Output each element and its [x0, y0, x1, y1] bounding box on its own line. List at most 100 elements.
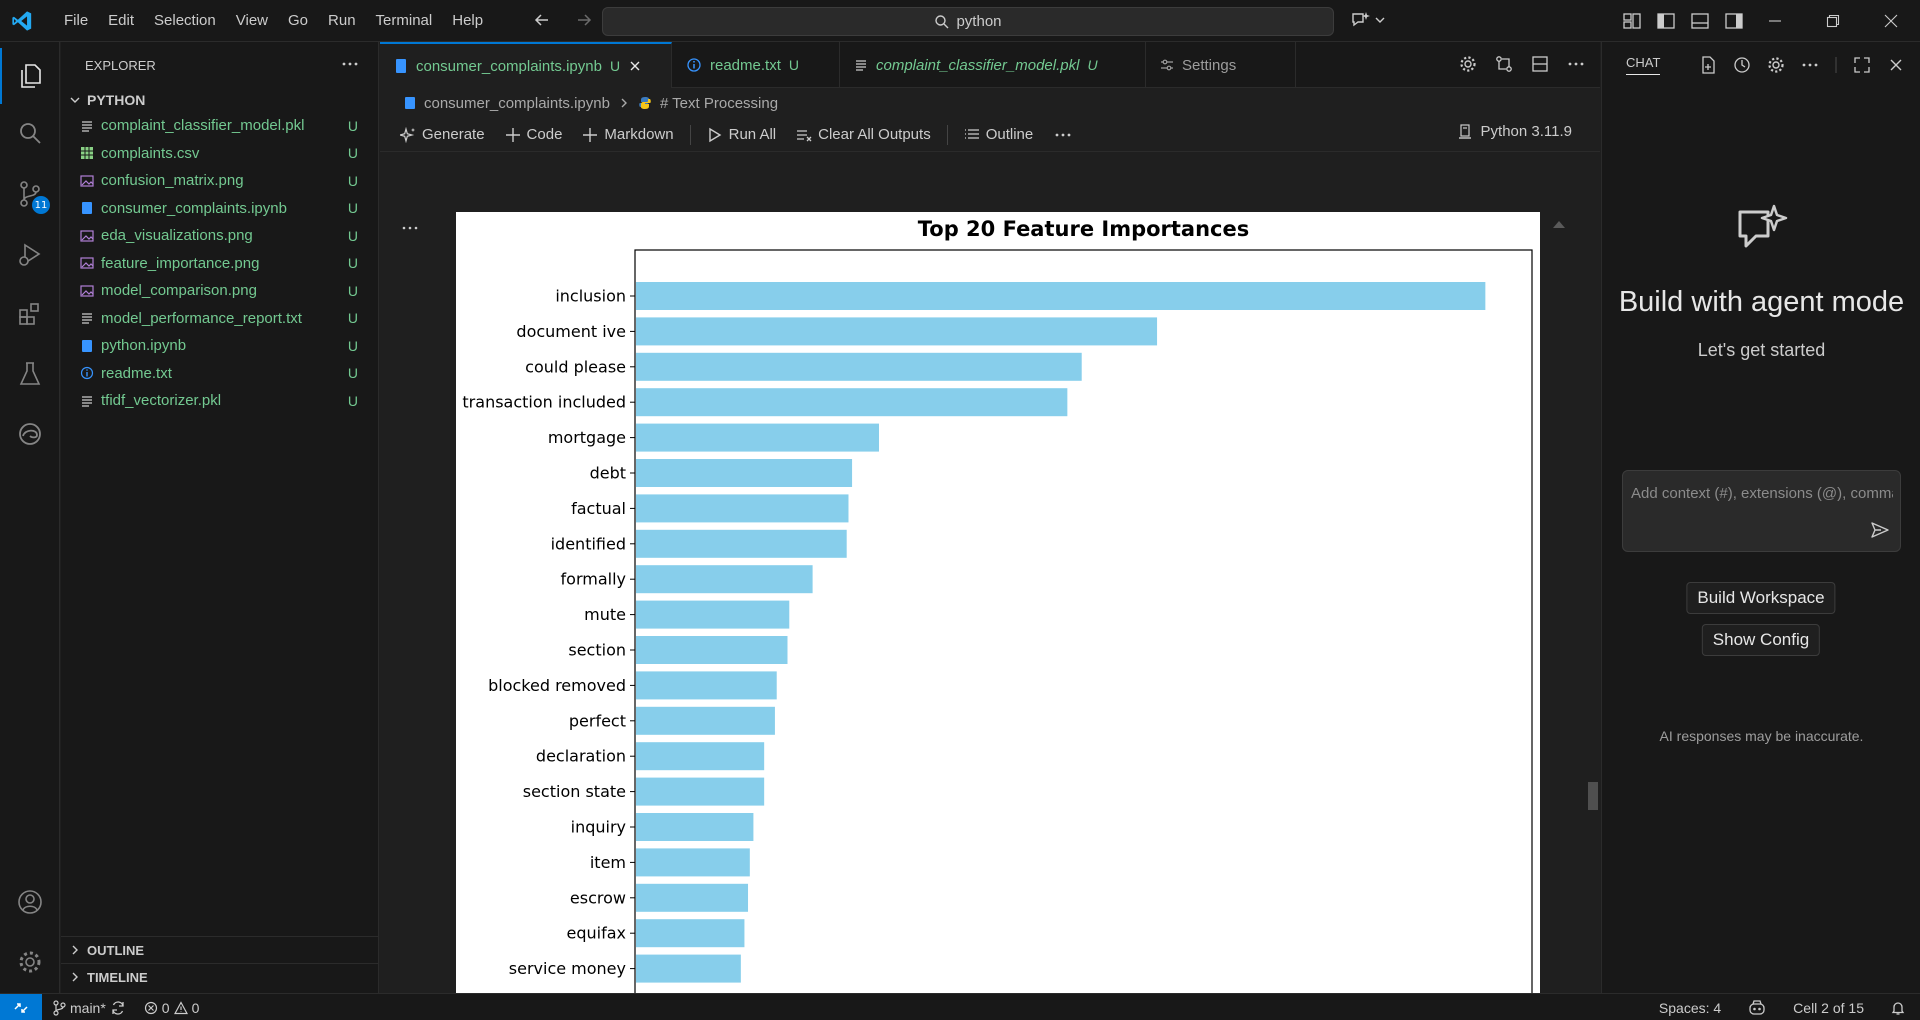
- copilot-status-icon[interactable]: [1747, 999, 1767, 1016]
- remote-icon: [14, 1002, 28, 1013]
- file-item[interactable]: readme.txt U: [61, 360, 378, 388]
- menu-run[interactable]: Run: [328, 12, 356, 29]
- command-center-search[interactable]: python: [602, 7, 1334, 36]
- menu-go[interactable]: Go: [288, 12, 309, 29]
- compare-changes-icon[interactable]: [1494, 54, 1514, 74]
- file-item[interactable]: complaints.csv U: [61, 140, 378, 168]
- editor-actions: [1458, 54, 1586, 74]
- file-item[interactable]: model_performance_report.txt U: [61, 305, 378, 333]
- menu-selection[interactable]: Selection: [154, 12, 216, 29]
- menu-view[interactable]: View: [235, 12, 268, 29]
- breadcrumb-file[interactable]: consumer_complaints.ipynb: [424, 94, 610, 112]
- breadcrumb-section[interactable]: # Text Processing: [659, 94, 779, 112]
- more-actions-icon[interactable]: [1566, 54, 1586, 74]
- close-window-button[interactable]: [1862, 0, 1920, 42]
- editor-area: consumer_complaints.ipynb U readme.txt U…: [380, 42, 1600, 993]
- menu-terminal[interactable]: Terminal: [375, 12, 433, 29]
- activity-source-control[interactable]: 11: [0, 166, 60, 222]
- file-item[interactable]: complaint_classifier_model.pkl U: [61, 112, 378, 140]
- error-count: 0: [161, 999, 170, 1016]
- more-actions-icon[interactable]: [1800, 55, 1820, 75]
- activity-run-debug[interactable]: [0, 226, 60, 282]
- timeline-section[interactable]: TIMELINE: [61, 963, 379, 990]
- generate-button[interactable]: Generate: [392, 122, 493, 148]
- history-icon[interactable]: [1732, 55, 1752, 75]
- restore-button[interactable]: [1804, 0, 1862, 42]
- chart-bar: [636, 848, 750, 877]
- branch-indicator[interactable]: main*: [52, 1000, 126, 1016]
- scroll-up-icon[interactable]: [1552, 218, 1566, 230]
- indentation-indicator[interactable]: Spaces: 4: [1658, 999, 1722, 1016]
- customize-layout-icon[interactable]: [1622, 11, 1642, 31]
- more-actions-icon[interactable]: [340, 54, 360, 74]
- chat-input[interactable]: [1631, 481, 1893, 505]
- menu-help[interactable]: Help: [452, 12, 484, 29]
- outline-section[interactable]: OUTLINE: [61, 936, 379, 963]
- activity-manage[interactable]: [0, 934, 60, 990]
- chart-bar: [636, 423, 879, 452]
- build-workspace-button[interactable]: Build Workspace: [1686, 582, 1836, 614]
- account-icon: [18, 890, 42, 914]
- cell-more-actions-icon[interactable]: [400, 218, 420, 238]
- activity-explorer[interactable]: [0, 48, 60, 104]
- file-name: readme.txt: [101, 364, 172, 382]
- run-all-button[interactable]: Run All: [699, 122, 785, 148]
- y-tick-label: could please: [525, 357, 626, 376]
- tab-readme[interactable]: readme.txt U: [672, 42, 840, 88]
- toggle-panel-icon[interactable]: [1690, 11, 1710, 31]
- run-all-label: Run All: [728, 126, 777, 143]
- bell-icon[interactable]: [1890, 1000, 1906, 1016]
- split-editor-icon[interactable]: [1530, 54, 1550, 74]
- menu-file[interactable]: File: [64, 12, 89, 29]
- kernel-picker[interactable]: Python 3.11.9: [1457, 123, 1572, 140]
- close-icon[interactable]: [628, 59, 642, 73]
- tab-settings[interactable]: Settings: [1146, 42, 1296, 88]
- problems-indicator[interactable]: 0 0: [144, 999, 199, 1016]
- explorer-sidebar: EXPLORER PYTHON complaint_classifier_mod…: [61, 42, 379, 993]
- activity-extensions[interactable]: [0, 286, 60, 342]
- folder-python[interactable]: PYTHON: [61, 88, 378, 112]
- editor-scrollbar-thumb[interactable]: [1588, 782, 1598, 810]
- back-arrow-icon[interactable]: [532, 10, 552, 30]
- menu-edit[interactable]: Edit: [108, 12, 135, 29]
- file-item[interactable]: eda_visualizations.png U: [61, 222, 378, 250]
- toggle-secondary-sidebar-icon[interactable]: [1724, 11, 1744, 31]
- activity-accounts[interactable]: [0, 874, 60, 930]
- remote-indicator[interactable]: [0, 994, 42, 1020]
- file-item[interactable]: confusion_matrix.png U: [61, 167, 378, 195]
- activity-search[interactable]: [0, 106, 60, 162]
- file-item[interactable]: python.ipynb U: [61, 332, 378, 360]
- outline-button[interactable]: Outline: [956, 122, 1042, 148]
- add-code-button[interactable]: Code: [497, 122, 571, 148]
- sync-icon[interactable]: [110, 1000, 126, 1016]
- copilot-menu-button[interactable]: [1350, 10, 1386, 30]
- show-config-button[interactable]: Show Config: [1701, 624, 1821, 656]
- file-lines-icon: [79, 118, 95, 134]
- new-chat-icon[interactable]: [1698, 55, 1718, 75]
- activity-testing[interactable]: [0, 346, 60, 402]
- chat-title[interactable]: CHAT: [1626, 55, 1661, 75]
- toggle-primary-sidebar-icon[interactable]: [1656, 11, 1676, 31]
- chevron-right-icon: [72, 945, 78, 955]
- y-tick-label: item: [590, 853, 626, 872]
- activity-edge-devtools[interactable]: [0, 406, 60, 462]
- file-item[interactable]: feature_importance.png U: [61, 250, 378, 278]
- add-markdown-button[interactable]: Markdown: [574, 122, 681, 148]
- gear-icon[interactable]: [1458, 54, 1478, 74]
- file-item[interactable]: consumer_complaints.ipynb U: [61, 195, 378, 223]
- tab-consumer-complaints[interactable]: consumer_complaints.ipynb U: [380, 42, 672, 88]
- send-icon[interactable]: [1870, 521, 1890, 539]
- toolbar-more-button[interactable]: [1045, 122, 1081, 148]
- gear-icon[interactable]: [1766, 55, 1786, 75]
- maximize-icon[interactable]: [1852, 55, 1872, 75]
- file-item[interactable]: model_comparison.png U: [61, 277, 378, 305]
- forward-arrow-icon[interactable]: [574, 10, 594, 30]
- file-item[interactable]: tfidf_vectorizer.pkl U: [61, 387, 378, 415]
- minimize-button[interactable]: [1746, 0, 1804, 42]
- cell-indicator[interactable]: Cell 2 of 15: [1793, 999, 1864, 1016]
- close-icon[interactable]: [1886, 55, 1906, 75]
- branch-name: main*: [70, 999, 106, 1016]
- chart-bar: [636, 317, 1158, 346]
- clear-outputs-button[interactable]: Clear All Outputs: [788, 122, 939, 148]
- tab-classifier-model[interactable]: complaint_classifier_model.pkl U: [840, 42, 1146, 88]
